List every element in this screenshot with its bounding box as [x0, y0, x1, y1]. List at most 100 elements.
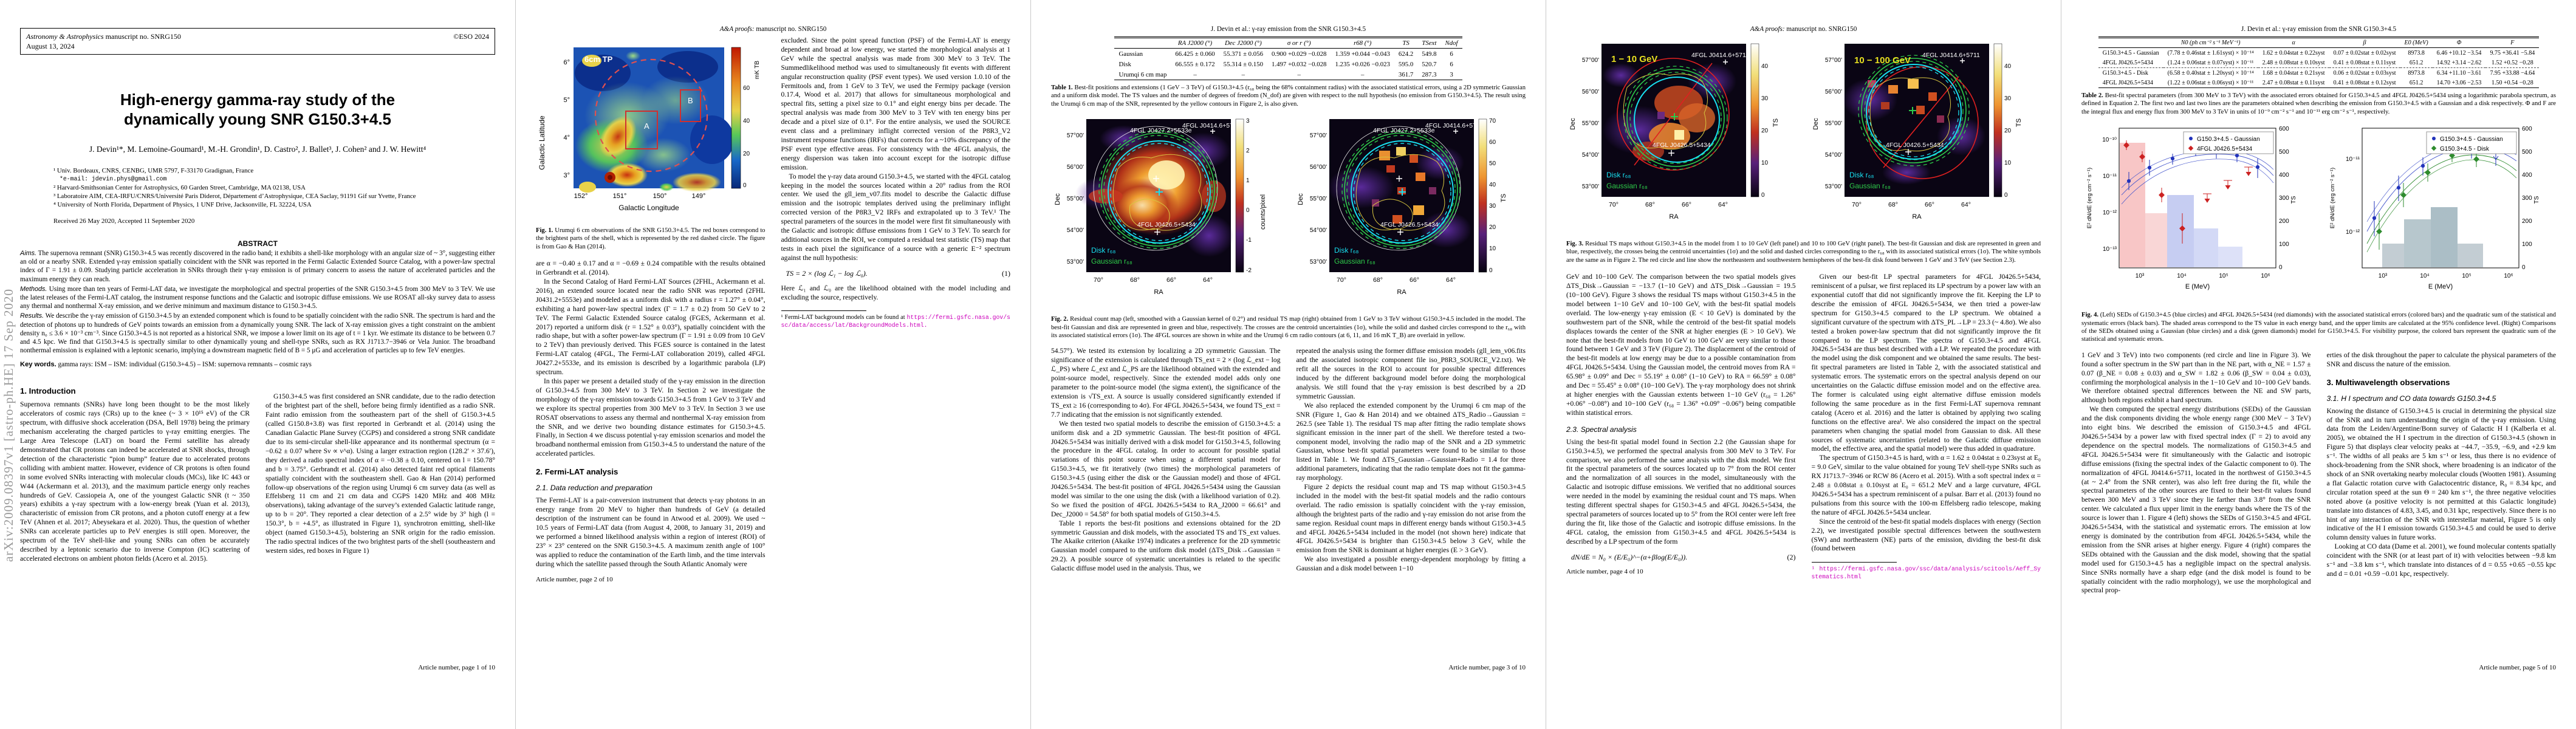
cell: 8973.8 [2400, 67, 2433, 78]
cell: G150.3+4.5 - Disk [2098, 67, 2163, 78]
methods-text: Using more than ten years of Fermi-LAT d… [20, 285, 495, 310]
table-row: RA J2000 (°) Dec J2000 (°) σ or r (°) r6… [1114, 37, 1462, 49]
aims-label: Aims. [20, 250, 36, 257]
fig2-left-colorbar [1235, 118, 1244, 273]
tick-label: 68° [1645, 201, 1655, 208]
tick-label: 400 [2522, 172, 2532, 179]
fig3-src-label: 4FGL J0426.5+5434 [1886, 142, 1944, 149]
fig3-legend-disk: Disk r₆₈ [1606, 171, 1631, 179]
footnote-1: ¹ Fermi-LAT background models can be fou… [781, 313, 1011, 329]
fig2-maps: 4FGL J0427.2+5533e 4FGL J0414.6+5711 4FG… [1054, 118, 1507, 296]
fig2-left-colorbar-label: counts/pixel [1259, 194, 1267, 230]
aims-text: The supernova remnant (SNR) G150.3+4.5 w… [20, 250, 495, 283]
tick-label: 53°00' [1310, 259, 1327, 265]
runhead-rest: manuscript no. SNRG150 [754, 26, 827, 33]
page-footer-5: Article number, page 5 of 10 [2479, 664, 2556, 671]
fig2-ylabel: Dec [1297, 193, 1304, 205]
running-head-5: J. Devin et al.: γ-ray emission from the… [2241, 26, 2397, 33]
table-row: G150.3+4.5 - Gaussian (7.78 ± 0.46stat ± … [2098, 48, 2539, 58]
cell: – [1171, 69, 1219, 80]
tick-label: 57°00' [1310, 132, 1327, 139]
table2-header: α [2258, 37, 2329, 48]
fig4-right-sed: G150.3+4.5 - Gaussian G150.3+4.5 - Disk … [2329, 126, 2540, 290]
tick-label: 40 [1761, 63, 1769, 70]
tick-label: 4° [563, 134, 570, 142]
table-2: N0 (ph cm⁻² s⁻¹ MeV⁻¹) α β E0 (MeV) Φ F … [2098, 36, 2540, 88]
p2-left-para-4: The Fermi-LAT is a pair-conversion instr… [536, 496, 766, 568]
paper-title-line1: High-energy gamma-ray study of the [120, 91, 396, 109]
tick-label: 53°00' [1067, 259, 1084, 265]
p1-left-column: 1. Introduction Supernova remnants (SNRs… [20, 378, 250, 563]
tick-label: 70 [1489, 118, 1496, 125]
footnote-aeff-url[interactable]: ¹ https://fermi.gsfc.nasa.gov/ssc/data/a… [1811, 566, 2041, 581]
keywords: Key words. gamma rays: ISM – ISM: indivi… [20, 361, 495, 368]
email[interactable]: *e-mail: jdevin.phys@gmail.com [60, 176, 167, 182]
fig4-legend-gaussian: G150.3+4.5 - Gaussian [2440, 136, 2503, 143]
fig3-right-panel: 10 − 100 GeV 4FGL J0414.6+5711 4FGL J042… [1812, 43, 2023, 221]
fig3-ylabel: Dec [1569, 118, 1577, 130]
tick-label: 70° [1609, 201, 1619, 208]
p2-left-para-1: are α = −0.40 ± 0.17 and α = −0.69 ± 0.2… [536, 259, 766, 277]
figure-2: 4FGL J0427.2+5533e 4FGL J0414.6+5711 4FG… [1051, 114, 1526, 312]
journal-name: Astronomy & Astrophysics [26, 32, 104, 41]
fig4-caption-label: Fig. 4. [2081, 312, 2099, 319]
cell: 287.3 [1417, 69, 1441, 80]
cell: (6.58 ± 0.40stat ± 1.20syst) × 10⁻¹⁴ [2163, 67, 2258, 78]
cell: 4FGL J0426.5+5434 [2098, 78, 2163, 88]
abstract-results: Results. We describe the γ-ray emission … [20, 312, 495, 355]
fig3-colorbar-label: TS [1772, 118, 1780, 127]
runhead-italic: A&A proofs: [1750, 26, 1785, 33]
table2-header: Φ [2432, 37, 2486, 48]
cell: 1.52 +0.52 −0.28 [2491, 59, 2533, 66]
cell: 651.2 [2400, 78, 2433, 88]
tick-label: 55°00' [1310, 196, 1327, 202]
section-23-heading: 2.3. Spectral analysis [1566, 425, 1637, 434]
tick-label: 10⁵ [2219, 273, 2228, 279]
tick-label: 149° [692, 193, 706, 200]
fig3-xlabel: RA [1912, 213, 1922, 221]
section-21-heading: 2.1. Data reduction and preparation [536, 484, 653, 493]
page-footer-2: Article number, page 2 of 10 [536, 576, 613, 584]
fig4-xlabel: E (MeV) [2185, 283, 2210, 290]
fig2-xlabel: RA [1397, 289, 1406, 296]
table-row: 4FGL J0426.5+5434 (1.22 ± 0.06stat ± 0.06… [2098, 78, 2540, 88]
fig2-right-colorbar [1478, 118, 1487, 273]
fig1-box-B [680, 89, 701, 122]
cell: (1.24 ± 0.06stat ± 0.07syst) × 10⁻¹¹ [2167, 59, 2254, 66]
fig1-urumqi-map: A B 6cm TP 6° 5° 4° 3° Galactic Latitude… [538, 47, 761, 212]
tick-label: 66° [1925, 201, 1934, 208]
tick-label: 70° [1852, 201, 1862, 208]
table1-header: Dec J2000 (°) [1219, 37, 1267, 49]
cell: 6.46 +10.12 −3.54 [2436, 49, 2482, 56]
figure-3-caption: Fig. 3. Residual TS maps without G150.3+… [1566, 240, 2041, 264]
intro-paragraph: Supernova remnants (SNRs) have long been… [20, 400, 250, 563]
tick-label: 30 [1761, 95, 1769, 102]
footnote-1-url[interactable]: https://fermi.gsfc.nasa.gov/ssc/data/acc… [781, 314, 1011, 329]
table2-header [2098, 37, 2163, 48]
fig4-ts-shade-red [2120, 143, 2145, 268]
tick-label: 10⁻¹¹ [2346, 156, 2360, 163]
fig2-xlabel: RA [1154, 289, 1163, 296]
cell: 6.34 +11.10 −3.61 [2432, 67, 2486, 78]
p5-right-para-3: Looking at CO data (Dame et al. 2001), w… [2326, 542, 2557, 578]
p2-right-para-3: Here ℒ₁ and ℒ₀ are the likelihood obtain… [781, 284, 1011, 301]
table1-header: TSext [1417, 37, 1441, 49]
fig2-legend-gauss: Gaussian r₆₈ [1091, 257, 1132, 265]
fig4-xlabel: E (MeV) [2428, 283, 2453, 290]
tick-label: 64° [1203, 276, 1213, 284]
p5-left-para-2: We then computed the spectral energy dis… [2081, 405, 2311, 595]
p2-left-para-2: In the Second Catalog of Hard Fermi-LAT … [536, 278, 766, 377]
tick-label: 10⁻¹² [2346, 229, 2360, 236]
cell: (1.22 ± 0.06stat ± 0.06syst) × 10⁻¹¹ [2163, 78, 2258, 88]
tick-label: 10 [1761, 160, 1769, 166]
fig2-left-panel: 4FGL J0427.2+5533e 4FGL J0414.6+5711 4FG… [1054, 118, 1267, 296]
abstract-methods: Methods. Using more than ten years of Fe… [20, 285, 495, 311]
fig3-maps: 1 − 10 GeV 4FGL J0414.6+5711 4FGL J0426.… [1569, 43, 2023, 221]
table2-header: F [2485, 37, 2540, 48]
table-1: RA J2000 (°) Dec J2000 (°) σ or r (°) r6… [1114, 36, 1462, 80]
table-row: G150.3+4.5 - Disk (6.58 ± 0.40stat ± 1.20… [2098, 67, 2540, 78]
cell: 6 [1450, 50, 1453, 58]
cell: G150.3+4.5 - Gaussian [2102, 49, 2159, 56]
tick-label: 400 [2279, 172, 2289, 179]
cell: Disk [1118, 60, 1131, 68]
